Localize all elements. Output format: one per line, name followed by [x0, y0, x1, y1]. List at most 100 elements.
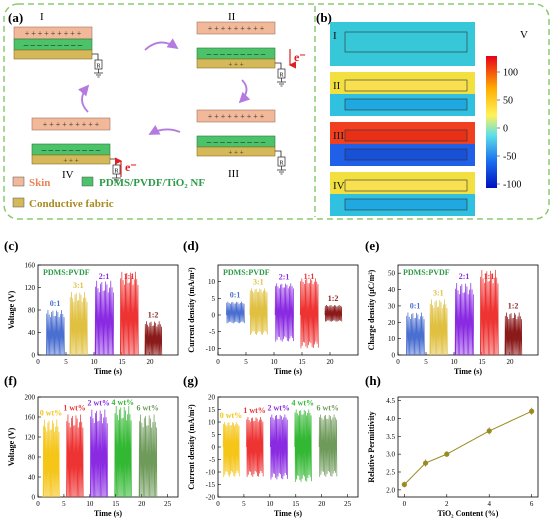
- series-pulses: [94, 280, 115, 356]
- series-label: 1:2: [508, 301, 519, 310]
- series-pulses: [144, 321, 163, 356]
- series-label: 2 wt%: [87, 399, 109, 408]
- resistor-label: R: [279, 161, 283, 167]
- series-pulses: [294, 409, 312, 483]
- x-tick-label: 10: [91, 358, 99, 366]
- panel-b-label: (b): [316, 10, 332, 25]
- potential-map-II: II: [330, 72, 475, 116]
- x-tick-label: 20: [507, 358, 515, 366]
- cycle-arrow-icon: [78, 84, 90, 113]
- series-pulses: [90, 409, 108, 498]
- series-label: 2:1: [459, 272, 470, 281]
- y-tick-label: 2.5: [386, 469, 395, 477]
- potential-map-IV: IV: [330, 172, 475, 216]
- x-tick-label: 5: [242, 500, 246, 508]
- ground-icon: [277, 166, 286, 175]
- series-label: 2:1: [99, 272, 110, 281]
- y-tick-label: 120: [25, 434, 36, 442]
- wire: [275, 150, 282, 157]
- colorbar-tick-label: 50: [503, 96, 513, 107]
- skin-charges: + + + + + + + + +: [208, 24, 265, 33]
- fabric-layer: [196, 58, 276, 69]
- chart-e: (e) 0 5 10 15 20 0 10 20 30 40 50 Time (s) Charge den…: [365, 238, 539, 376]
- x-tick-label: 10: [86, 500, 94, 508]
- series-pulses: [138, 414, 158, 498]
- series-label: 6 wt%: [316, 404, 338, 413]
- resistor-label: R: [279, 73, 283, 79]
- map-outline: [344, 179, 468, 192]
- y-tick-label: -10: [206, 345, 216, 353]
- series-pulses: [119, 271, 139, 356]
- cycle-arrow-icon: [144, 38, 179, 51]
- legend-skin: Skin: [29, 177, 50, 189]
- chart-title: PDMS:PVDF: [223, 268, 270, 277]
- legend-swatch-pdms: [81, 176, 94, 187]
- skin-charges: + + + + + + + + +: [208, 112, 265, 121]
- series-label: 0:1: [50, 299, 61, 308]
- x-tick-label: 20: [318, 500, 326, 508]
- panel-f-label: (f): [4, 373, 17, 388]
- series-label: 2:1: [279, 272, 290, 281]
- x-tick-label: 20: [327, 358, 335, 366]
- x-tick-label: 5: [64, 358, 68, 366]
- series-pulses: [226, 301, 245, 324]
- series-label: 3:1: [253, 277, 264, 286]
- data-point: [401, 481, 407, 488]
- skin-charges: + + + + + + + + +: [43, 120, 100, 129]
- device-stack-II: + + + + + + + + + – – – – – – – – – + + + R: [196, 21, 286, 87]
- legend-fabric: Conductive fabric: [29, 198, 114, 210]
- x-tick-label: 20: [147, 358, 155, 366]
- x-tick-label: 10: [451, 358, 459, 366]
- y-tick-label: 50: [388, 270, 396, 278]
- x-tick-label: 5: [424, 358, 428, 366]
- chart-h: (h) 0 2 4 6 2.0 2.5 3.0 3.5 4.0 4.5 TiO₂ Content (%…: [365, 373, 539, 518]
- y-tick-label: 20: [208, 394, 216, 402]
- y-tick-label: 2.0: [386, 486, 395, 494]
- wire: [275, 62, 282, 69]
- panel-e-label: (e): [365, 238, 379, 253]
- pdms-charges: – – – – – – – – –: [23, 40, 83, 50]
- series-pulses: [504, 312, 523, 356]
- fabric-layer: [196, 146, 276, 157]
- map-stage-label: II: [333, 80, 341, 92]
- series-pulses: [429, 299, 448, 356]
- series-pulses: [222, 421, 240, 478]
- y-tick-label: 40: [28, 329, 36, 337]
- x-axis-label: Time (s): [274, 509, 302, 518]
- fabric-charges: + + +: [228, 149, 243, 157]
- x-tick-label: 6: [530, 500, 534, 508]
- series-label: 6 wt%: [136, 404, 158, 413]
- pdms-charges: – – – – – – – – –: [41, 145, 101, 155]
- plot-frame: [397, 396, 539, 498]
- series-label: 1:1: [484, 272, 495, 281]
- series-line: [404, 410, 532, 485]
- x-tick-label: 15: [299, 358, 307, 366]
- chart-title: PDMS:PVDF: [43, 268, 90, 277]
- wire: [110, 158, 117, 165]
- y-tick-label: 80: [28, 454, 36, 462]
- data-point: [444, 451, 450, 457]
- chart-g: (g) 0 5 10 15 20 25 -20 -15 -10 -5 0 5 10 15 20 Time (s)…: [183, 373, 359, 518]
- data-point: [422, 460, 429, 466]
- panel-a-legend: Skin PDMS/PVDF/TiO₂ NF Conductive fabric: [12, 176, 205, 210]
- series-pulses: [318, 414, 338, 478]
- series-label: 1:1: [124, 272, 135, 281]
- series-label: 4 wt%: [112, 398, 134, 407]
- x-axis-label: Time (s): [94, 367, 122, 376]
- pdms-charges: – – – – – – – – –: [206, 49, 266, 59]
- pdms-charges: – – – – – – – – –: [206, 137, 266, 147]
- map-outline: [344, 31, 468, 53]
- legend-pdms: PDMS/PVDF/TiO₂ NF: [99, 177, 205, 189]
- y-tick-label: 0: [32, 494, 36, 502]
- skin-layer: [196, 109, 276, 123]
- series-pulses: [299, 278, 319, 349]
- stage-IV-label: IV: [62, 169, 74, 181]
- x-tick-label: 20: [138, 500, 146, 508]
- y-tick-label: 5: [212, 295, 216, 303]
- colorbar: [486, 56, 497, 188]
- series-label: 0 wt%: [220, 411, 242, 420]
- y-tick-label: -10: [206, 469, 216, 477]
- y-tick-label: 3.5: [386, 433, 395, 441]
- y-tick-label: 160: [25, 414, 36, 422]
